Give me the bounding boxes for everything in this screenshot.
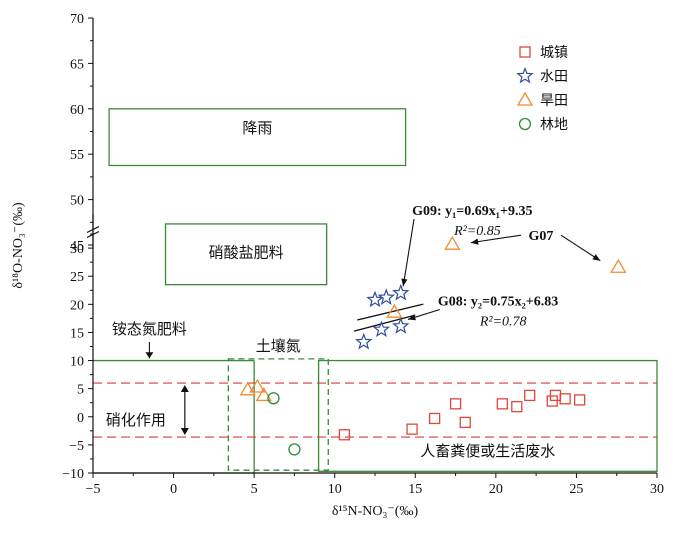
- data-point-star: [377, 288, 396, 306]
- data-point-square: [559, 393, 571, 405]
- region-label-ammonium: 铵态氮肥料: [112, 320, 187, 338]
- y-tick-label: 10: [70, 355, 84, 370]
- x-tick-label: 0: [170, 482, 177, 497]
- data-points: [239, 235, 627, 456]
- reference-lines: 硝化作用: [93, 342, 657, 438]
- y-tick-label: 25: [70, 270, 84, 285]
- legend-marker-circle: [518, 117, 532, 131]
- region-label: 人畜粪便或生活废水: [420, 442, 555, 460]
- fit-line: [353, 314, 416, 332]
- region-box: [164, 223, 328, 286]
- region-label: 降雨: [242, 119, 272, 137]
- data-point-circle: [267, 392, 280, 405]
- legend-marker-square: [519, 46, 531, 58]
- g07-label: G07: [529, 229, 554, 244]
- x-tick-label: 30: [650, 482, 664, 497]
- y-tick-label: −10: [62, 467, 84, 482]
- data-point-star: [372, 320, 391, 338]
- data-point-square: [338, 429, 351, 441]
- x-tick-label: 15: [408, 482, 422, 497]
- data-point-star: [392, 317, 410, 334]
- y-tick-label: 65: [70, 57, 84, 72]
- data-point-square: [428, 412, 441, 425]
- x-tick-label: 20: [489, 482, 503, 497]
- legend-label: 林地: [540, 117, 568, 133]
- arrow-head: [180, 428, 189, 436]
- region-label: 硝酸盐肥料: [209, 243, 284, 261]
- nitrification-label: 硝化作用: [106, 411, 166, 429]
- region-box: [227, 358, 329, 471]
- x-tick-label: 25: [569, 482, 583, 497]
- data-point-triangle: [249, 378, 266, 393]
- arrow-head: [592, 254, 601, 261]
- g07-arrow: [470, 234, 522, 244]
- region-box: [108, 108, 407, 167]
- x-axis-title: δ¹⁵N-NO₃⁻(‰): [332, 504, 419, 519]
- y-tick-label: 45: [70, 239, 84, 254]
- axis-ticks: −5 0 5 10 15 20 25 30−10−5051015202530455055606…: [62, 12, 664, 497]
- arrow-head: [401, 278, 408, 287]
- y-tick-label: 5: [77, 383, 84, 398]
- data-point-triangle: [239, 381, 256, 396]
- x-tick-label: 10: [328, 482, 342, 497]
- data-point-triangle: [386, 303, 403, 318]
- fit-lines: G09: y₁=0.69x₁+9.35 R²=0.85 G08: y₂=0.75x₂…: [353, 204, 558, 332]
- legend-marker-triangle: [516, 91, 534, 106]
- g07-arrow: [560, 234, 601, 262]
- data-point-square: [524, 389, 536, 402]
- legend-label: 城镇: [540, 45, 568, 61]
- data-point-star: [354, 332, 373, 350]
- y-tick-label: 70: [70, 12, 84, 27]
- y-tick-label: 15: [70, 326, 84, 341]
- data-point-square: [574, 394, 586, 406]
- data-point-square: [406, 423, 418, 435]
- region-label: 土壤氮: [256, 337, 301, 355]
- y-axis-title: δ¹⁸O-NO₃⁻(‰): [11, 202, 26, 289]
- y-tick-label: 50: [70, 194, 84, 209]
- fit-equation: G09: y₁=0.69x₁+9.35: [412, 204, 532, 219]
- y-tick-label: 30: [70, 242, 84, 257]
- data-point-star: [366, 290, 384, 308]
- arrow-head: [180, 385, 189, 393]
- x-tick-label: 5: [251, 482, 258, 497]
- fit-r2: R²=0.85: [453, 224, 501, 239]
- x-tick-label: −5: [86, 482, 101, 497]
- legend-marker-star: [516, 66, 534, 84]
- region-box: [317, 359, 658, 472]
- fit-r2: R²=0.78: [479, 315, 527, 330]
- data-point-triangle: [610, 258, 627, 273]
- arrow-head: [470, 238, 479, 245]
- data-point-square: [449, 398, 462, 410]
- data-point-square: [496, 398, 508, 410]
- data-point-triangle: [444, 235, 461, 250]
- annotation-arrows: G07: [470, 229, 601, 262]
- arrow-head: [145, 352, 154, 359]
- data-point-star: [392, 283, 410, 301]
- axis-break-stroke: [86, 225, 100, 234]
- fit-equation: G08: y₂=0.75x₂+6.83: [438, 295, 558, 310]
- y-tick-label: −5: [69, 439, 84, 454]
- arrow-head: [408, 314, 416, 321]
- data-point-triangle: [255, 387, 272, 402]
- y-tick-label: 55: [70, 148, 84, 163]
- y-tick-label: 60: [70, 103, 84, 118]
- data-point-circle: [288, 443, 301, 456]
- fit-arrow: [402, 218, 415, 287]
- y-tick-label: 0: [77, 411, 84, 426]
- y-tick-label: 20: [70, 298, 84, 313]
- legend-label: 旱田: [540, 93, 568, 109]
- axes: [86, 18, 657, 474]
- legend-label: 水田: [540, 69, 568, 85]
- data-point-square: [511, 401, 523, 413]
- chart-labels: δ¹⁵N-NO₃⁻(‰) δ¹⁸O-NO₃⁻(‰): [11, 202, 418, 519]
- data-point-square: [459, 416, 471, 429]
